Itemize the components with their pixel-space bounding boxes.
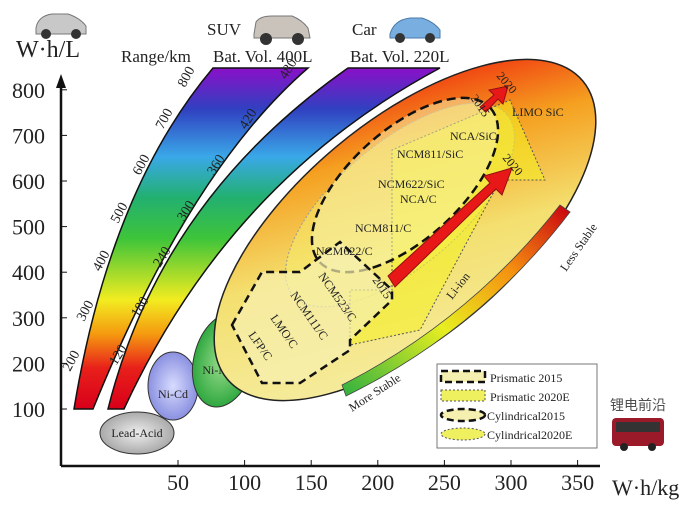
x-tick-label: 350 [561, 470, 594, 495]
y-axis-unit: W·h/L [16, 37, 80, 63]
legend-label: Cylindrical2020E [487, 428, 572, 442]
legend: Prismatic 2015 Prismatic 2020E Cylindric… [436, 363, 598, 449]
prismatic-2015-region [230, 240, 394, 385]
range-label: 200 [60, 348, 83, 374]
ev-car-icon [35, 13, 87, 39]
range-header: Range/km [121, 47, 191, 66]
watermark: 锂电前沿 [610, 397, 666, 414]
axes [56, 74, 600, 468]
legend-swatch-cylindrical-2015 [439, 407, 487, 423]
arrow-prismatic-2020 [387, 167, 513, 288]
legend-label: Cylindrical2015 [487, 409, 565, 423]
limo-sic-label: LIMO SiC [512, 105, 564, 119]
legend-label: Prismatic 2020E [490, 390, 570, 404]
stability-gradient-bar [341, 204, 571, 397]
y-tick-label: 800 [12, 78, 45, 103]
x-tick-label: 200 [361, 470, 394, 495]
x-tick-label: 150 [295, 470, 328, 495]
lead-acid-oval [99, 411, 175, 455]
x-tick-label: 50 [167, 470, 189, 495]
legend-swatch-cylindrical-2020e [440, 427, 486, 441]
ni-cd-oval [147, 351, 199, 421]
volume-band [107, 67, 441, 410]
car-volume-header: Bat. Vol. 220L [350, 47, 450, 66]
ncm811-sic-label: NCM811/SiC [397, 147, 463, 161]
suv-volume-header: Bat. Vol. 400L [213, 47, 313, 66]
ncm622-c-label: NCM622/C [316, 244, 373, 258]
nca-sic-label: NCA/SiC [450, 129, 497, 143]
legend-swatch-prismatic-2015 [439, 369, 487, 384]
ncm622-sic-label: NCM622/SiC [378, 177, 445, 191]
ni-cd-label: Ni-Cd [158, 387, 188, 401]
y-tick-label: 700 [12, 123, 45, 148]
nca-c-label: NCA/C [400, 192, 437, 206]
y-tick-label: 200 [12, 351, 45, 376]
bus-icon [612, 418, 664, 451]
legend-label: Prismatic 2015 [490, 371, 562, 385]
car-icon [389, 17, 441, 43]
x-tick-label: 100 [228, 470, 261, 495]
ncm811-c-label: NCM811/C [355, 221, 411, 235]
x-tick-label: 300 [495, 470, 528, 495]
y-tick-label: 500 [12, 215, 45, 240]
car-label: Car [352, 20, 377, 39]
y-tick-label: 300 [12, 306, 45, 331]
range-band [73, 67, 311, 410]
y-tick-label: 600 [12, 169, 45, 194]
x-axis-ticks: 50 100 150 200 250 300 350 [167, 460, 594, 495]
y-tick-label: 400 [12, 260, 45, 285]
less-stable-label: Less Stable [557, 221, 600, 274]
y-tick-label: 100 [12, 397, 45, 422]
lead-acid-label: Lead-Acid [111, 426, 162, 440]
x-tick-label: 250 [428, 470, 461, 495]
y-axis-ticks: 100 200 300 400 500 600 700 800 [12, 78, 67, 422]
x-axis-unit: W·h/kg [612, 475, 679, 500]
arrow-cylindrical-2020 [479, 85, 509, 113]
cylindrical-2015-region [310, 96, 500, 274]
suv-label: SUV [207, 20, 242, 39]
suv-icon [253, 15, 311, 45]
range-label: 800 [175, 64, 198, 90]
legend-swatch-prismatic-2020e [440, 389, 486, 402]
